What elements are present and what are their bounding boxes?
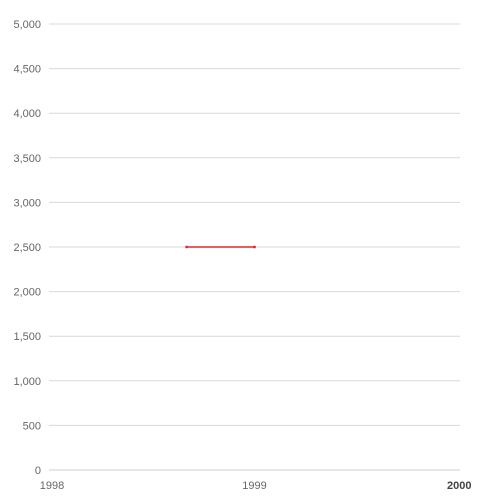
y-tick-label: 2,000 (13, 287, 41, 299)
data-point (253, 246, 256, 249)
x-axis-tick-labels: 1998 1999 2000 (40, 480, 472, 492)
x-tick-label: 1999 (242, 480, 266, 492)
y-tick-label: 500 (23, 420, 41, 432)
y-tick-label: 4,500 (13, 64, 41, 76)
data-point (185, 246, 188, 249)
y-tick-label: 1,000 (13, 376, 41, 388)
x-tick-label: 1998 (40, 480, 64, 492)
x-tick-label: 2000 (447, 480, 471, 492)
y-tick-label: 5,000 (13, 19, 41, 31)
y-axis-tick-labels: 0 500 1,000 1,500 2,000 2,500 3,000 3,500 4,000 4… (13, 19, 41, 477)
y-tick-label: 1,500 (13, 331, 41, 343)
series-layer (185, 246, 256, 249)
y-tick-label: 3,000 (13, 197, 41, 209)
y-tick-label: 0 (35, 465, 41, 477)
y-tick-label: 4,000 (13, 108, 41, 120)
y-tick-label: 3,500 (13, 153, 41, 165)
y-tick-label: 2,500 (13, 242, 41, 254)
